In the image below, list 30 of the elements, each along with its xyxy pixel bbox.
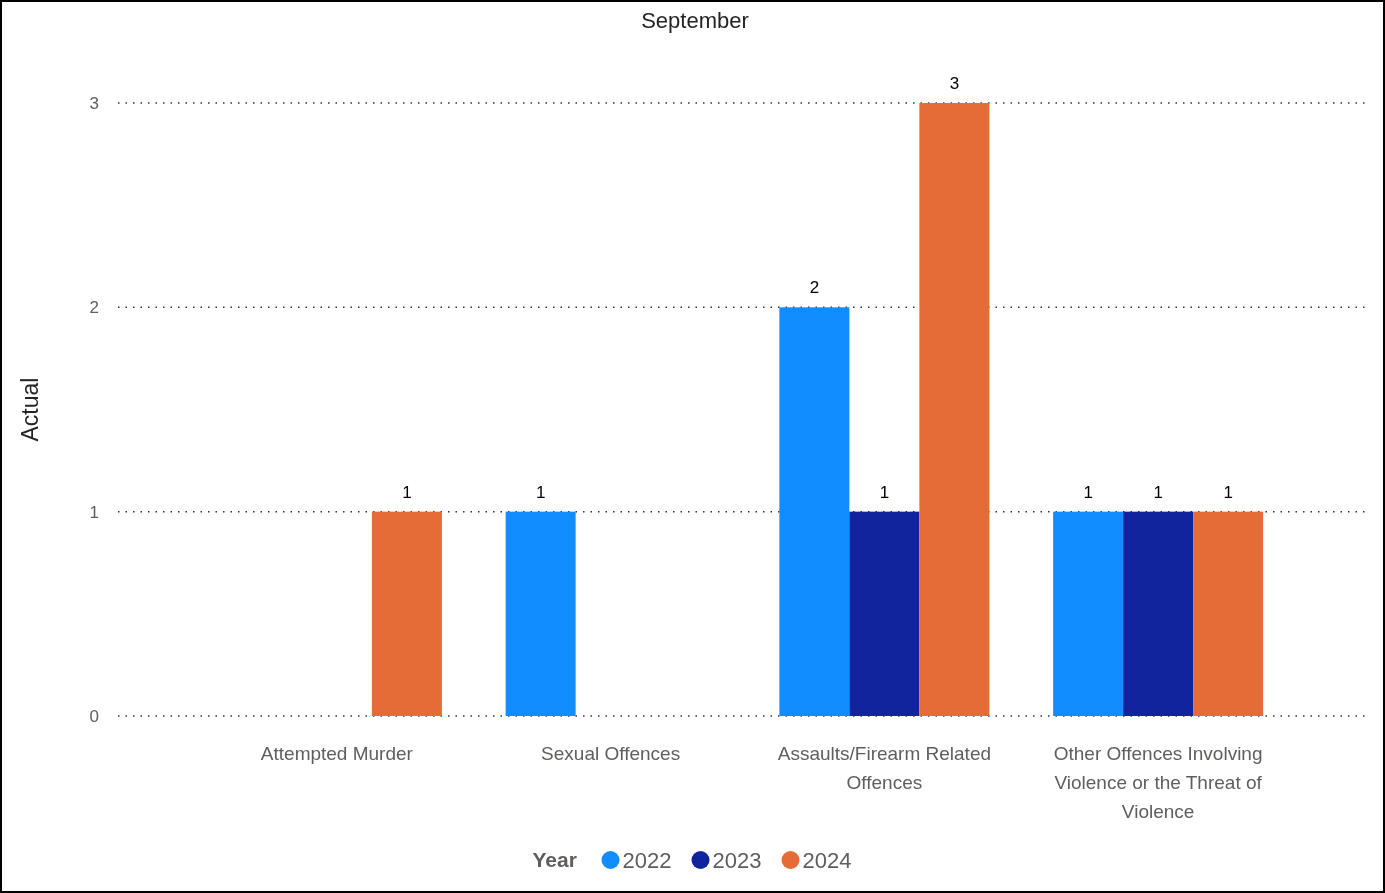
y-tick-label: 1 [89, 502, 99, 522]
x-tick-label: Sexual Offences [541, 743, 681, 764]
x-tick-label: Other Offences Involving Violence or the Threat of Violence [1053, 743, 1263, 822]
x-tick-label: Attempted Murder [260, 743, 414, 764]
bar [1053, 511, 1124, 716]
data-label: 1 [1083, 482, 1093, 502]
legend-label: 2024 [802, 848, 852, 873]
data-label: 1 [1223, 482, 1233, 502]
data-label: 1 [535, 482, 546, 502]
bar [505, 511, 576, 716]
chart-title: September [641, 8, 749, 33]
legend-label: 2022 [622, 848, 672, 873]
data-label: 3 [949, 74, 960, 93]
y-tick-label: 2 [89, 298, 99, 318]
y-tick-label: 0 [89, 707, 99, 726]
legend-label: 2023 [712, 848, 762, 873]
y-tick-label: 3 [89, 94, 99, 113]
bar [919, 103, 990, 716]
data-label: 1 [879, 482, 890, 502]
bar [371, 511, 442, 716]
bar [1193, 511, 1264, 716]
data-label: 2 [809, 278, 820, 298]
x-tick-label: Assaults/Firearm Related Offences [777, 743, 992, 793]
legend-title: Year [532, 848, 577, 871]
data-label: 1 [402, 482, 412, 502]
bar [849, 511, 920, 716]
bar [1123, 511, 1194, 716]
y-axis-title: Actual [17, 377, 43, 442]
bar [779, 307, 850, 716]
data-label: 1 [1153, 482, 1163, 502]
